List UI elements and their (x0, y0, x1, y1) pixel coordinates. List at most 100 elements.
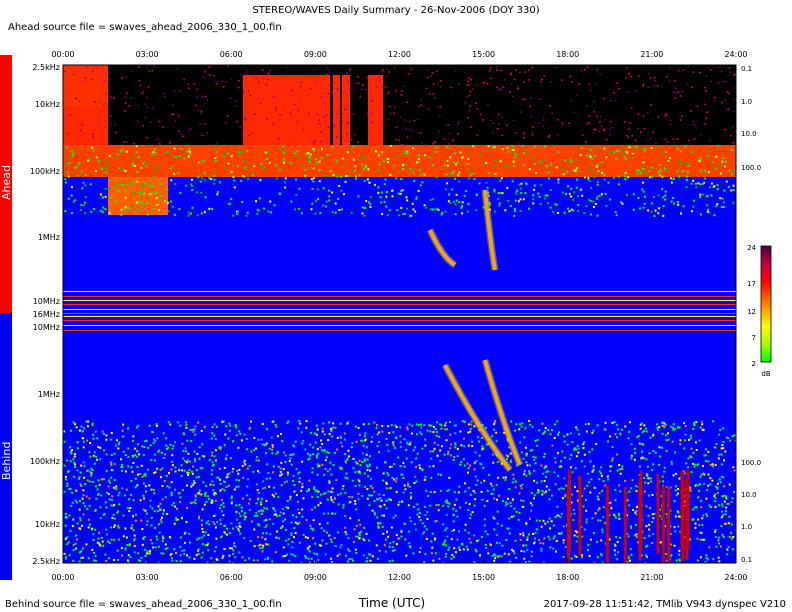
spectrum-cell (423, 505, 426, 508)
spectrum-cell (603, 147, 606, 150)
spectrum-cell (222, 505, 225, 508)
spectrum-cell (80, 425, 83, 428)
spectrum-cell (120, 547, 123, 550)
spectrum-cell (265, 524, 268, 527)
spectrum-cell (147, 446, 150, 449)
spectrum-cell (497, 192, 500, 195)
spectrum-cell (80, 550, 83, 553)
spectrum-cell (416, 503, 419, 506)
spectrum-cell (421, 522, 424, 525)
spectrum-cell (364, 164, 367, 167)
spectrum-cell (331, 491, 334, 494)
spectrum-cell (298, 471, 301, 474)
spectrum-cell (506, 527, 509, 530)
spectrum-cell (107, 557, 110, 560)
spectrum-cell (248, 508, 251, 511)
spectrum-cell (347, 560, 350, 563)
spectrum-cell (573, 554, 576, 557)
spectrum-cell (324, 468, 327, 471)
spectrum-cell (641, 181, 644, 184)
spectrum-cell (82, 513, 85, 516)
spectrum-cell (642, 115, 645, 118)
spectrum-cell (448, 502, 451, 505)
spectrum-cell (369, 110, 372, 113)
spectrum-cell (78, 162, 81, 165)
spectrum-cell (634, 148, 637, 151)
spectrum-cell (198, 457, 201, 460)
spectrum-cell (546, 520, 549, 523)
spectrum-cell (723, 201, 726, 204)
spectrum-cell (488, 194, 491, 197)
spectrum-cell (83, 427, 86, 430)
spectrum-cell (530, 97, 532, 100)
spectrum-cell (678, 553, 681, 556)
spectrum-cell (312, 180, 315, 183)
spectrum-cell (257, 491, 260, 494)
spectrum-cell (450, 557, 453, 560)
spectrum-cell (115, 131, 117, 134)
spectrum-cell (179, 554, 182, 557)
spectrum-cell (376, 424, 379, 427)
spectrum-cell (665, 559, 668, 562)
spectrum-cell (287, 420, 290, 423)
spectrum-cell (72, 200, 75, 203)
spectrum-cell (725, 80, 727, 83)
spectrum-cell (643, 457, 646, 460)
spectrum-cell (674, 451, 677, 454)
spectrum-cell (145, 165, 148, 168)
spectrum-cell (480, 152, 483, 155)
spectrum-cell (699, 531, 702, 534)
spectrum-cell (457, 132, 460, 135)
spectrum-cell (379, 196, 382, 199)
spectrum-cell (160, 521, 163, 524)
spectrum-cell (533, 469, 536, 472)
spectrum-cell (117, 443, 120, 446)
spectrum-cell (470, 173, 473, 176)
spectrum-cell (291, 89, 293, 91)
spectrum-cell (649, 507, 652, 510)
spectrum-cell (609, 152, 612, 155)
spectrum-cell (253, 528, 256, 531)
spectrum-cell (531, 133, 534, 136)
spectrum-cell (673, 544, 676, 547)
spectrum-cell (450, 86, 453, 89)
spectrum-cell (512, 473, 515, 476)
spectrum-cell (225, 121, 228, 124)
spectrum-cell (183, 433, 186, 436)
spectrum-cell (214, 157, 217, 160)
spectrum-cell (300, 212, 303, 215)
spectrum-cell (395, 480, 398, 483)
spectrum-cell (327, 69, 329, 72)
spectrum-cell (284, 181, 287, 184)
spectrum-cell (510, 505, 513, 508)
spectrum-cell (561, 497, 564, 500)
spectrum-cell (100, 167, 103, 170)
spectrum-cell (308, 545, 311, 548)
spectrum-cell (147, 86, 150, 88)
spectrum-cell (124, 170, 127, 173)
spectrum-cell (90, 146, 93, 149)
spectrum-cell (485, 181, 488, 184)
spectrum-cell (280, 473, 283, 476)
spectrum-cell (92, 70, 94, 73)
spectrum-cell (730, 189, 733, 192)
spectrum-cell (86, 479, 89, 482)
spectrum-cell (243, 433, 246, 436)
spectrum-cell (276, 530, 279, 533)
spectrum-cell (685, 162, 688, 165)
spectrum-cell (382, 472, 385, 475)
spectrum-cell (105, 559, 108, 562)
spectrum-cell (231, 552, 234, 555)
spectrum-cell (535, 171, 538, 174)
spectrum-cell (717, 145, 720, 148)
spectrum-cell (704, 123, 706, 125)
spectrum-cell (70, 88, 72, 91)
spectrum-cell (553, 471, 556, 474)
spectrum-cell (325, 205, 328, 208)
spectrum-cell (727, 108, 729, 111)
spectrum-cell (573, 447, 576, 450)
spectrum-cell (233, 186, 236, 189)
spectrum-cell (316, 113, 319, 116)
spectrum-cell (381, 525, 384, 528)
spectrum-cell (161, 539, 164, 542)
